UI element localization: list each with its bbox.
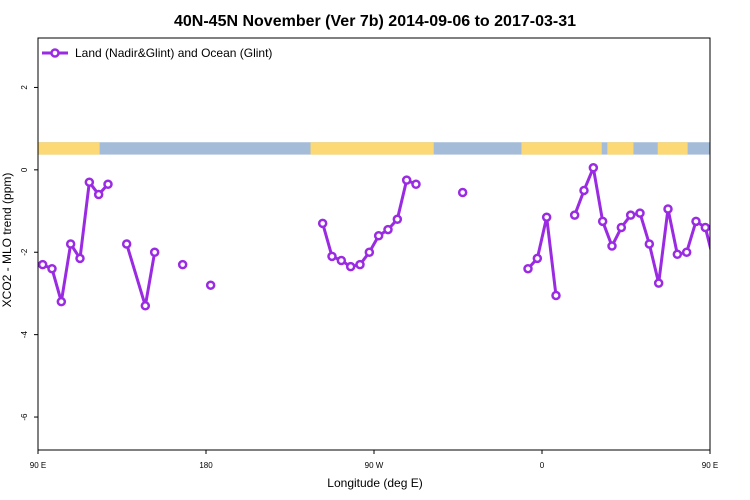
data-point <box>579 185 589 196</box>
data-point <box>327 251 337 262</box>
data-point <box>140 301 151 311</box>
data-point <box>383 224 393 235</box>
x-axis-label: Longitude (deg E) <box>327 476 422 490</box>
data-point <box>336 255 347 266</box>
land-segment <box>38 142 100 155</box>
series-line <box>526 215 558 296</box>
legend: Land (Nadir&Glint) and Ocean (Glint) <box>42 46 272 60</box>
data-point <box>700 222 710 233</box>
data-point <box>653 278 664 288</box>
data-point <box>597 216 608 227</box>
legend-swatch-marker <box>50 48 60 58</box>
surface-strip <box>38 142 750 155</box>
data-point <box>625 210 636 220</box>
data-point <box>551 290 561 301</box>
y-tick-label: 2 <box>20 85 29 90</box>
data-point <box>56 296 67 307</box>
data-point <box>47 263 57 274</box>
data-point <box>149 247 160 257</box>
data-point <box>177 259 188 270</box>
data-point <box>411 179 421 190</box>
y-axis-label: XCO2 - MLO trend (ppm) <box>0 173 14 308</box>
data-point <box>38 259 48 270</box>
data-point <box>681 247 692 257</box>
series-line <box>42 180 110 304</box>
data-point <box>672 249 683 260</box>
data-point <box>588 163 599 173</box>
land-segment <box>521 142 602 155</box>
data-point <box>616 222 627 233</box>
y-tick-label: -2 <box>20 248 29 256</box>
data-point <box>541 212 552 222</box>
data-point <box>93 189 104 200</box>
data-point <box>569 210 580 220</box>
data-point <box>355 259 365 270</box>
data-point <box>709 263 710 266</box>
land-segment <box>727 142 750 154</box>
data-point <box>730 298 737 305</box>
data-point <box>663 204 673 214</box>
data-point <box>532 253 543 264</box>
data-point <box>84 177 95 187</box>
data-point <box>75 253 85 264</box>
data-point <box>364 247 375 257</box>
data-point <box>457 187 468 198</box>
x-tick-label: 90 E <box>702 461 718 470</box>
land-segment <box>607 142 634 155</box>
data-point <box>392 214 403 225</box>
chart-title: 40N-45N November (Ver 7b) 2014-09-06 to … <box>174 13 576 30</box>
y-tick-label: 0 <box>20 167 29 172</box>
data-point <box>607 241 617 251</box>
data-point <box>103 179 113 190</box>
data-point <box>65 239 76 249</box>
data-point <box>739 241 746 248</box>
land-segment <box>657 142 688 155</box>
x-tick-label: 180 <box>199 461 213 470</box>
data-point <box>205 280 216 290</box>
x-tick-label: 90 E <box>30 461 46 470</box>
x-tick-label: 0 <box>540 461 545 470</box>
data-point <box>635 208 645 218</box>
data-point <box>345 261 356 272</box>
series-layer <box>38 163 746 311</box>
data-point <box>373 231 384 241</box>
y-tick-label: -6 <box>20 413 29 421</box>
data-point <box>691 216 701 227</box>
data-point <box>721 265 728 272</box>
data-point <box>644 239 655 249</box>
axes: 90 E 180 90 W 0 90 E 2 0 -2 -4 -6 <box>20 85 718 470</box>
data-point <box>121 239 132 249</box>
land-segment <box>310 142 434 155</box>
data-point <box>317 218 328 229</box>
data-point <box>523 263 533 274</box>
data-point <box>401 175 412 185</box>
y-tick-label: -4 <box>20 331 29 339</box>
legend-label: Land (Nadir&Glint) and Ocean (Glint) <box>75 46 272 60</box>
x-tick-label: 90 W <box>365 461 384 470</box>
